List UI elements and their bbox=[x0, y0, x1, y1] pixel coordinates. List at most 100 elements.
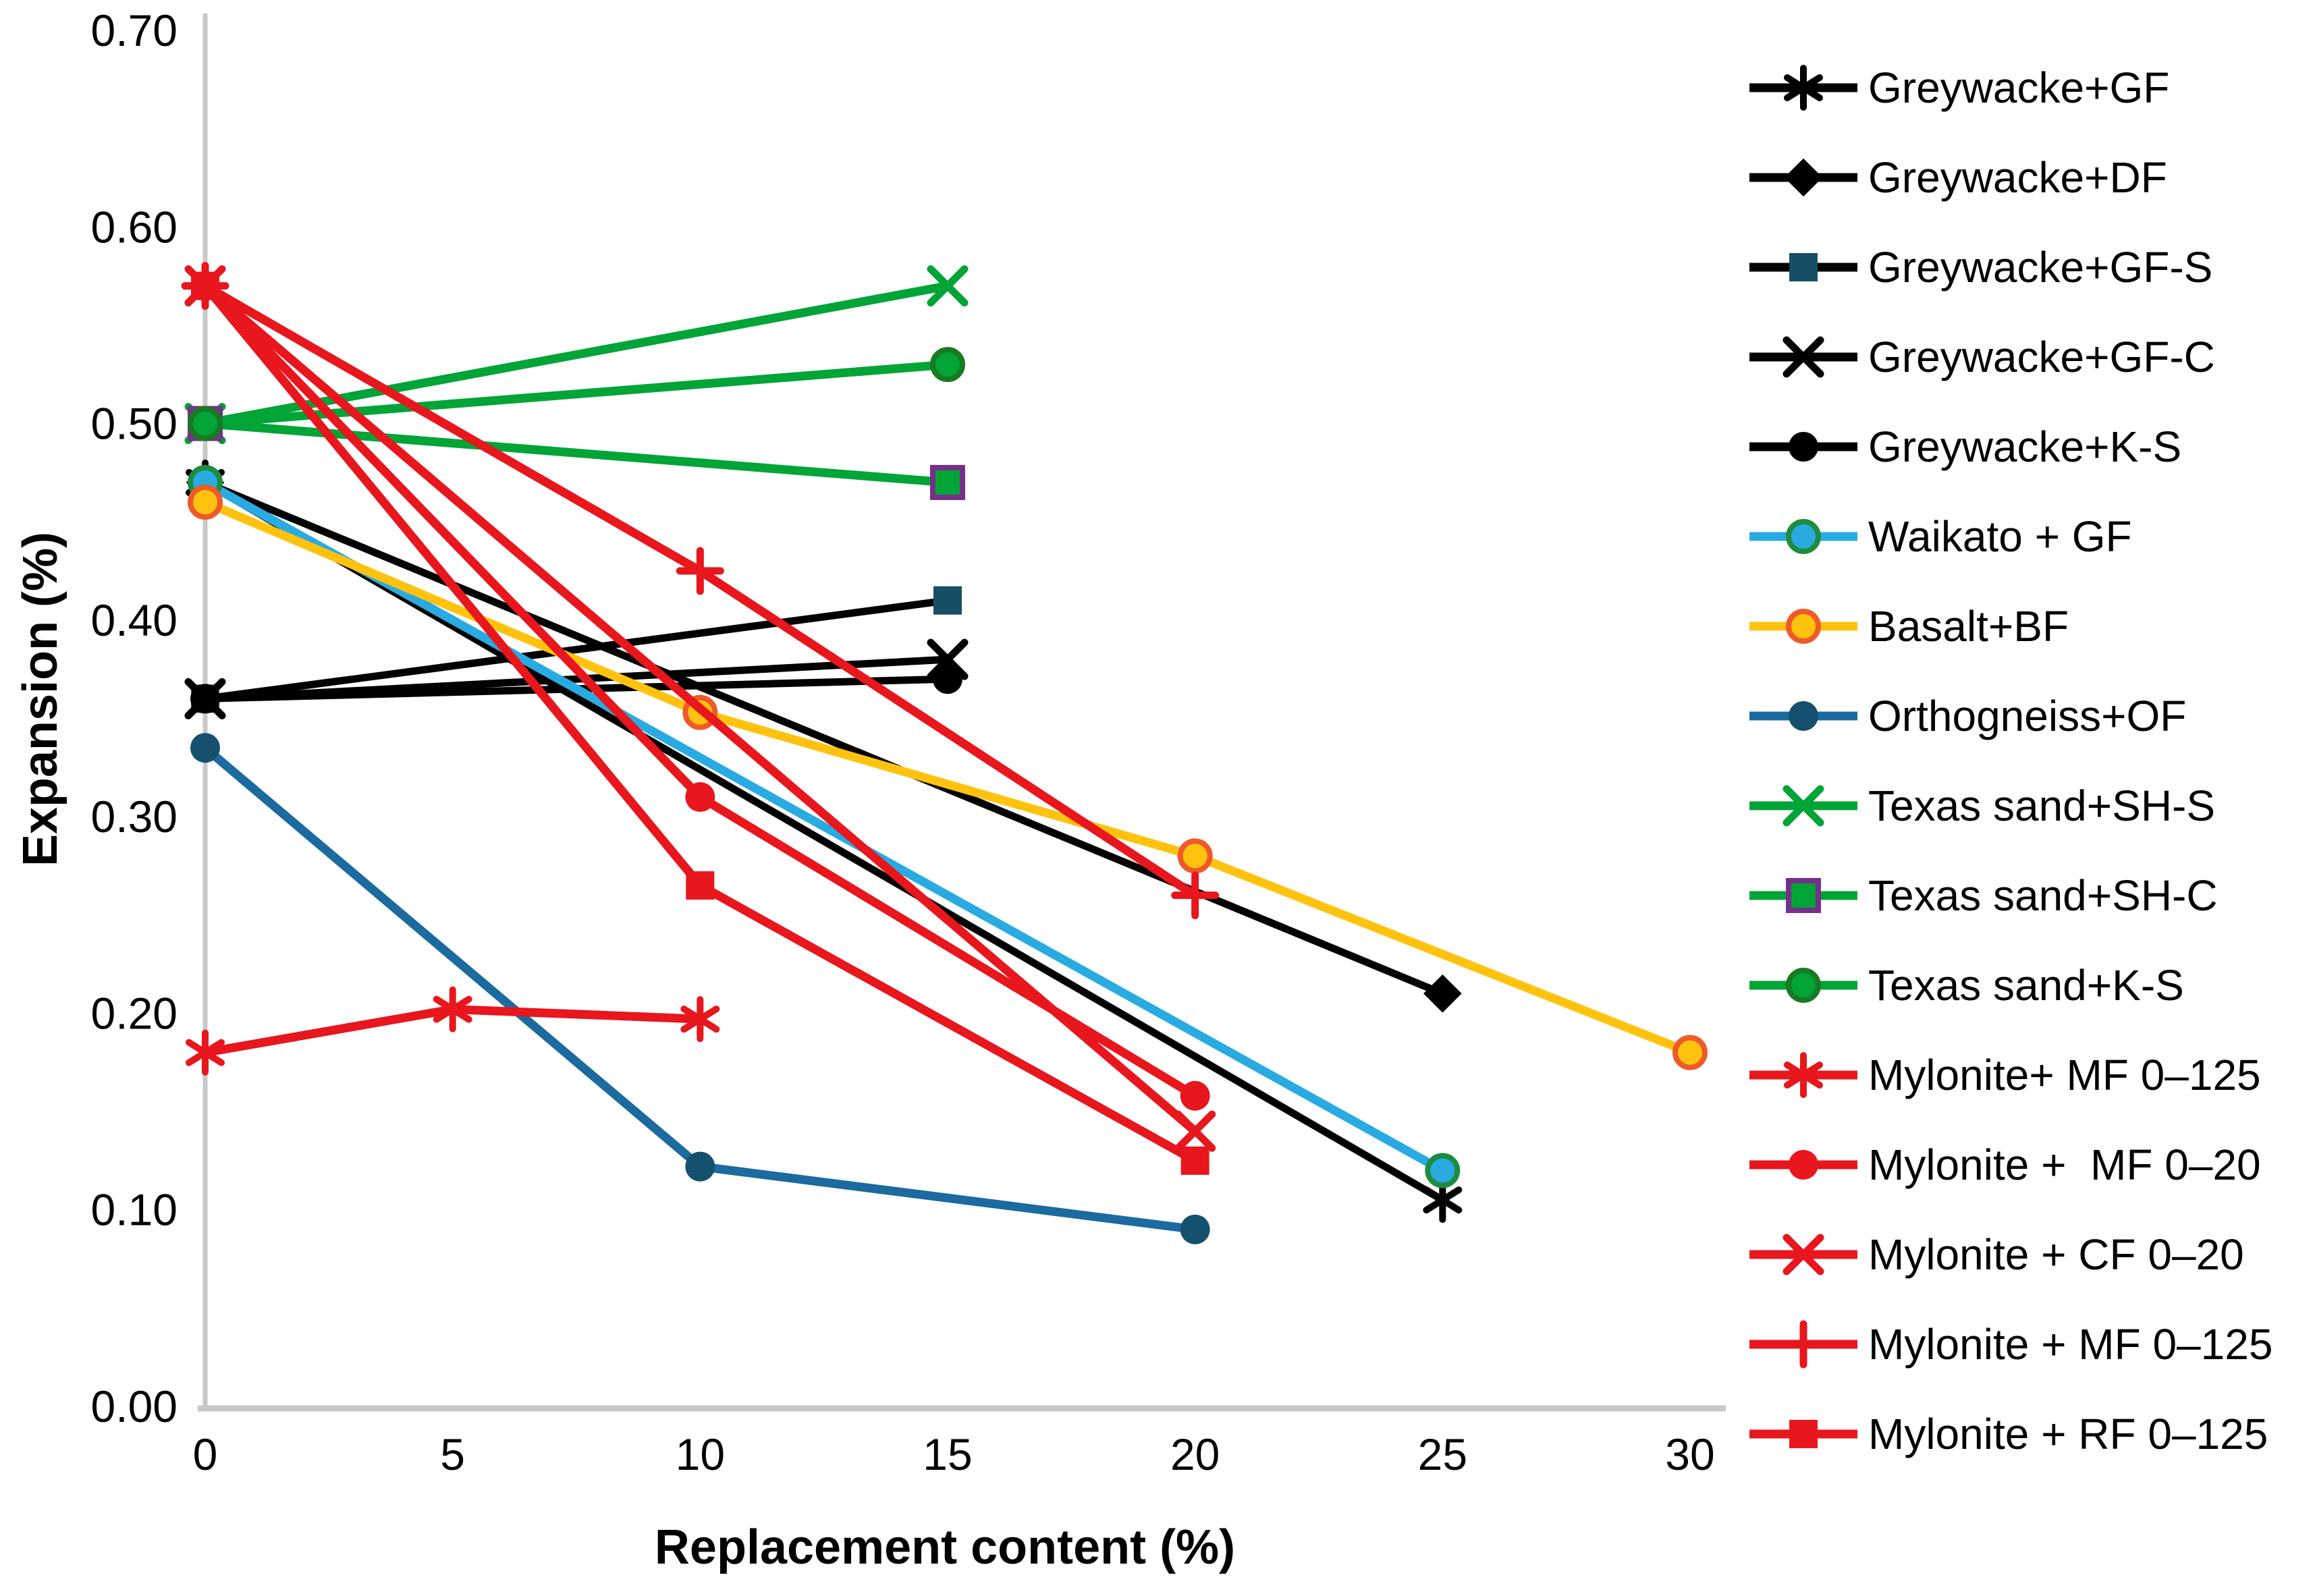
data-point-marker bbox=[933, 586, 962, 615]
y-tick-label: 0.60 bbox=[91, 202, 178, 252]
data-point-marker bbox=[1786, 878, 1821, 913]
x-axis-title: Replacement content (%) bbox=[654, 1520, 1236, 1574]
legend-item: Mylonite + RF 0–125 bbox=[1747, 1400, 2268, 1468]
legend-label: Mylonite + MF 0–125 bbox=[1868, 1320, 2273, 1369]
data-point-marker bbox=[685, 1151, 715, 1182]
legend-item: Greywacke+GF-S bbox=[1747, 233, 2212, 301]
legend-label: Mylonite + MF 0–20 bbox=[1868, 1140, 2261, 1189]
legend-swatch-circle-icon bbox=[1749, 968, 1857, 1003]
data-point-marker bbox=[686, 871, 715, 900]
legend-swatch-x-icon bbox=[1749, 785, 1857, 827]
legend-label: Texas sand+K-S bbox=[1868, 961, 2184, 1010]
legend-item: Waikato + GF bbox=[1747, 503, 2132, 570]
data-point-marker bbox=[1177, 838, 1213, 874]
x-tick-label: 5 bbox=[440, 1429, 465, 1479]
legend-swatch-square-icon bbox=[1749, 1420, 1857, 1448]
legend-swatch-asterisk-icon bbox=[1749, 65, 1857, 111]
legend-label: Waikato + GF bbox=[1868, 512, 2132, 561]
data-point-marker bbox=[1789, 701, 1818, 731]
data-point-marker bbox=[1789, 1420, 1818, 1448]
legend-swatch-circle-icon bbox=[1749, 609, 1857, 644]
legend-label: Mylonite+ MF 0–125 bbox=[1868, 1051, 2261, 1099]
x-tick-label: 25 bbox=[1418, 1429, 1467, 1479]
data-point-marker bbox=[1786, 968, 1821, 1003]
data-point-marker bbox=[1784, 65, 1823, 111]
legend-item: Texas sand+SH-C bbox=[1747, 862, 2218, 929]
data-point-marker bbox=[1783, 785, 1824, 827]
legend-swatch-circle-icon bbox=[1749, 701, 1857, 731]
y-tick-label: 0.30 bbox=[91, 792, 178, 842]
data-point-marker bbox=[1789, 253, 1818, 281]
legend-swatch-square-icon bbox=[1749, 253, 1857, 281]
x-tick-label: 15 bbox=[923, 1429, 972, 1479]
legend-label: Basalt+BF bbox=[1868, 602, 2069, 651]
data-point-marker bbox=[186, 1029, 225, 1076]
legend-label: Greywacke+GF-S bbox=[1868, 243, 2213, 292]
data-point-marker bbox=[1789, 432, 1818, 462]
series-orthogneiss-of bbox=[190, 733, 1210, 1244]
legend-item: Greywacke+GF bbox=[1747, 54, 2169, 121]
legend-item: Texas sand+K-S bbox=[1747, 952, 2184, 1019]
legend-swatch-x-icon bbox=[1749, 336, 1857, 378]
legend-item: Orthogneiss+OF bbox=[1747, 682, 2186, 750]
data-point-marker bbox=[433, 986, 472, 1033]
data-point-marker bbox=[1783, 1234, 1824, 1275]
data-point-marker bbox=[927, 265, 969, 307]
legend-label: Orthogneiss+OF bbox=[1868, 692, 2187, 740]
legend-label: Mylonite + RF 0–125 bbox=[1868, 1410, 2268, 1458]
legend-swatch-asterisk-icon bbox=[1749, 1052, 1857, 1098]
legend-item: Mylonite+ MF 0–125 bbox=[1747, 1041, 2261, 1109]
series-mylonite-mf-0-125 bbox=[186, 986, 720, 1076]
y-tick-label: 0.00 bbox=[91, 1381, 178, 1431]
data-point-marker bbox=[676, 547, 724, 595]
legend-item: Mylonite + MF 0–20 bbox=[1747, 1131, 2261, 1199]
data-point-marker bbox=[191, 271, 219, 300]
data-point-marker bbox=[1425, 1153, 1461, 1188]
data-point-marker bbox=[1786, 609, 1821, 644]
data-point-marker bbox=[680, 996, 720, 1043]
legend-item: Mylonite + MF 0–125 bbox=[1747, 1311, 2273, 1378]
legend-label: Texas sand+SH-S bbox=[1868, 781, 2216, 830]
legend-label: Mylonite + CF 0–20 bbox=[1868, 1230, 2244, 1279]
data-point-marker bbox=[190, 684, 220, 714]
data-point-marker bbox=[930, 347, 965, 383]
x-tick-label: 20 bbox=[1170, 1429, 1220, 1479]
data-point-marker bbox=[1672, 1035, 1708, 1070]
legend-item: Greywacke+GF-C bbox=[1747, 323, 2215, 391]
data-point-marker bbox=[1180, 1146, 1209, 1175]
legend-item: Basalt+BF bbox=[1747, 593, 2069, 660]
legend-label: Greywacke+GF-C bbox=[1868, 333, 2215, 381]
legend-label: Greywacke+DF bbox=[1868, 153, 2167, 202]
data-point-marker bbox=[1786, 519, 1821, 554]
data-point-marker bbox=[1783, 336, 1824, 378]
legend-swatch-x-icon bbox=[1749, 1234, 1857, 1275]
legend-swatch-circle-icon bbox=[1749, 1150, 1857, 1180]
data-point-marker bbox=[1423, 974, 1462, 1013]
data-point-marker bbox=[1784, 158, 1823, 197]
data-point-marker bbox=[930, 464, 965, 500]
data-point-marker bbox=[1180, 1080, 1210, 1111]
data-point-marker bbox=[188, 485, 223, 520]
legend-label: Greywacke+GF bbox=[1868, 63, 2170, 112]
y-tick-label: 0.40 bbox=[91, 595, 178, 645]
data-point-marker bbox=[190, 733, 220, 763]
legend-label: Texas sand+SH-C bbox=[1868, 871, 2218, 920]
legend-label: Greywacke+K-S bbox=[1868, 422, 2182, 471]
legend-swatch-circle-icon bbox=[1749, 519, 1857, 554]
x-tick-label: 0 bbox=[193, 1429, 218, 1479]
data-point-marker bbox=[1180, 1214, 1210, 1244]
x-tick-label: 10 bbox=[676, 1429, 725, 1479]
legend-swatch-circle-icon bbox=[1749, 432, 1857, 462]
legend-swatch-diamond-icon bbox=[1749, 158, 1857, 197]
legend-item: Greywacke+DF bbox=[1747, 144, 2167, 211]
y-tick-label: 0.10 bbox=[91, 1185, 178, 1235]
data-point-marker bbox=[1174, 1110, 1216, 1152]
y-tick-label: 0.70 bbox=[91, 5, 178, 55]
x-tick-label: 30 bbox=[1665, 1429, 1714, 1479]
data-point-marker bbox=[1779, 1320, 1828, 1369]
legend-item: Greywacke+K-S bbox=[1747, 413, 2181, 480]
series-basalt-bf bbox=[188, 485, 1708, 1070]
